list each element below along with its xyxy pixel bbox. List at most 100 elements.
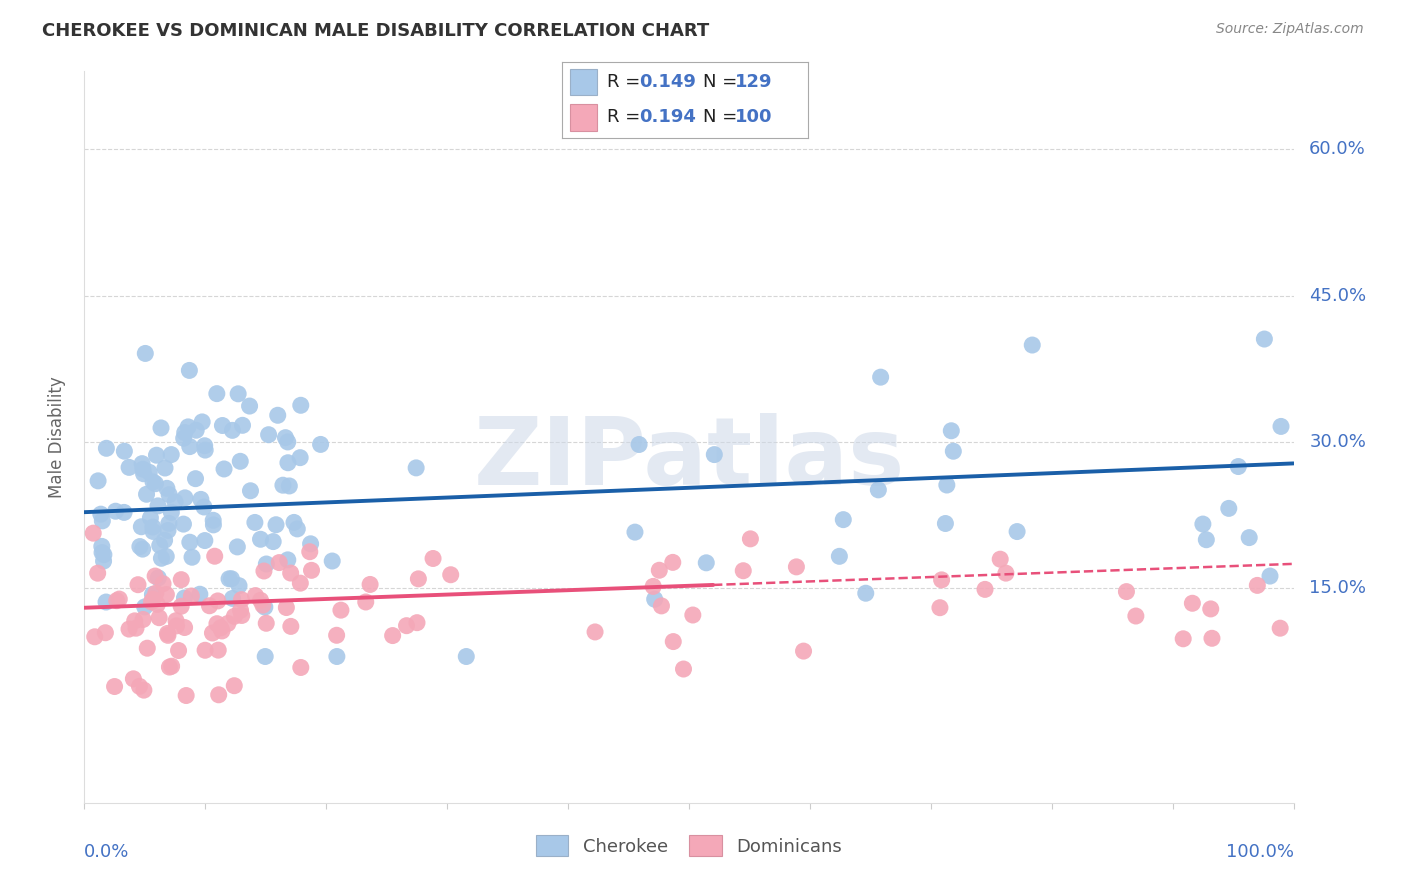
Point: [179, 535, 201, 549]
Point: [1270, 621, 1292, 635]
Point: [309, 437, 332, 451]
Point: [1201, 632, 1223, 646]
Point: [209, 621, 232, 635]
Point: [132, 683, 155, 698]
Point: [134, 599, 156, 614]
Point: [157, 516, 180, 531]
Point: [128, 540, 150, 554]
Point: [152, 576, 174, 591]
Point: [105, 593, 128, 607]
Point: [301, 563, 323, 577]
Point: [1270, 419, 1292, 434]
Point: [174, 491, 197, 505]
Point: [205, 616, 228, 631]
Point: [194, 533, 217, 548]
Point: [157, 488, 180, 502]
Point: [173, 425, 195, 440]
Point: [141, 595, 163, 609]
Point: [134, 346, 156, 360]
Point: [785, 560, 807, 574]
Bar: [569, 69, 596, 95]
Point: [131, 457, 153, 471]
Point: [832, 513, 855, 527]
Point: [204, 549, 226, 564]
Point: [269, 556, 291, 570]
Point: [226, 540, 249, 554]
Point: [264, 517, 287, 532]
Point: [173, 591, 195, 605]
Point: [280, 566, 302, 580]
Point: [149, 539, 172, 553]
Point: [156, 481, 179, 495]
Point: [128, 679, 150, 693]
Point: [733, 564, 755, 578]
Point: [1021, 338, 1043, 352]
Point: [150, 421, 173, 435]
Point: [1195, 533, 1218, 547]
Point: [271, 478, 294, 492]
Point: [277, 553, 299, 567]
Point: [359, 577, 381, 591]
Text: 0.149: 0.149: [638, 73, 696, 91]
Point: [277, 456, 299, 470]
Point: [243, 516, 266, 530]
Point: [278, 479, 301, 493]
Point: [662, 555, 685, 569]
Point: [406, 615, 429, 630]
Point: [298, 545, 321, 559]
Point: [249, 593, 271, 607]
Point: [381, 629, 404, 643]
Point: [257, 427, 280, 442]
Bar: [569, 104, 596, 130]
Point: [198, 599, 221, 613]
Point: [146, 598, 169, 612]
Point: [96, 442, 118, 456]
Text: N =: N =: [703, 73, 742, 91]
Point: [929, 600, 952, 615]
Point: [104, 504, 127, 518]
Point: [299, 537, 322, 551]
Point: [456, 649, 478, 664]
Point: [229, 603, 252, 617]
Point: [1246, 578, 1268, 592]
Point: [172, 517, 194, 532]
Text: ZIPatlas: ZIPatlas: [474, 413, 904, 505]
Point: [793, 644, 815, 658]
Point: [112, 444, 135, 458]
Point: [170, 599, 193, 614]
Point: [173, 431, 195, 445]
Point: [155, 587, 177, 601]
Point: [173, 620, 195, 634]
Point: [277, 434, 299, 449]
Point: [703, 448, 725, 462]
Point: [208, 688, 231, 702]
Point: [87, 474, 110, 488]
Point: [153, 461, 176, 475]
Point: [583, 624, 606, 639]
Point: [228, 579, 250, 593]
Point: [624, 525, 647, 540]
Point: [141, 587, 163, 601]
Point: [280, 619, 302, 633]
Point: [253, 564, 276, 578]
Point: [194, 443, 217, 458]
Point: [94, 625, 117, 640]
Point: [207, 643, 229, 657]
Point: [254, 557, 277, 571]
Point: [94, 595, 117, 609]
Point: [136, 641, 159, 656]
Point: [325, 628, 347, 642]
Point: [231, 592, 253, 607]
Point: [1173, 632, 1195, 646]
Text: 0.194: 0.194: [638, 109, 696, 127]
Point: [662, 634, 685, 648]
Point: [177, 420, 200, 434]
Point: [931, 573, 953, 587]
Point: [160, 448, 183, 462]
Point: [211, 624, 233, 638]
Point: [217, 616, 239, 631]
Point: [695, 556, 717, 570]
Text: N =: N =: [703, 109, 742, 127]
Point: [326, 649, 349, 664]
Point: [650, 599, 672, 613]
